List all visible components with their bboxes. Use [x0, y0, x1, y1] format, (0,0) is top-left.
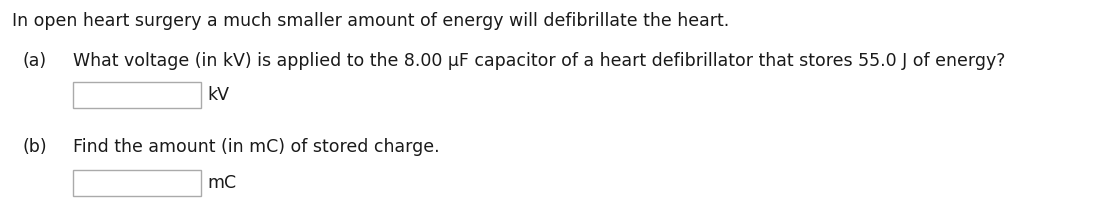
Text: Find the amount (in mC) of stored charge.: Find the amount (in mC) of stored charge… [73, 138, 439, 156]
Text: In open heart surgery a much smaller amount of energy will defibrillate the hear: In open heart surgery a much smaller amo… [12, 12, 730, 30]
Bar [73, 170, 201, 196]
Text: kV: kV [208, 86, 229, 104]
Bar [73, 82, 201, 108]
Text: (b): (b) [22, 138, 46, 156]
Text: (a): (a) [22, 52, 46, 70]
Text: mC: mC [208, 174, 236, 192]
Text: What voltage (in kV) is applied to the 8.00 μF capacitor of a heart defibrillato: What voltage (in kV) is applied to the 8… [73, 52, 1006, 70]
